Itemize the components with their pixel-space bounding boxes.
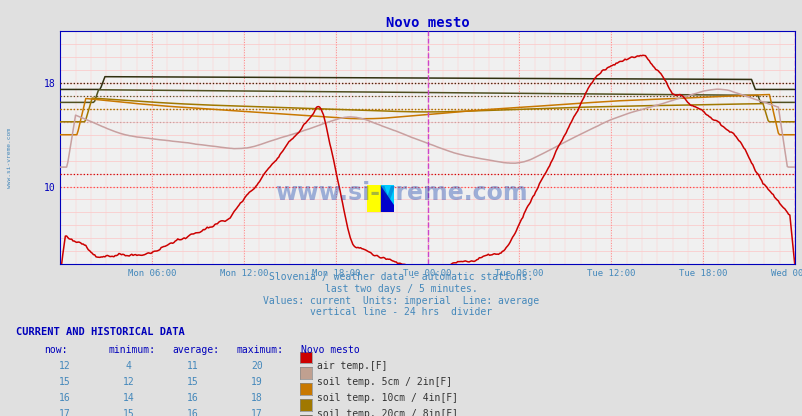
Text: soil temp. 10cm / 4in[F]: soil temp. 10cm / 4in[F] bbox=[317, 393, 458, 403]
Text: average:: average: bbox=[172, 345, 220, 355]
Text: www.si-vreme.com: www.si-vreme.com bbox=[275, 181, 527, 206]
Text: 11: 11 bbox=[187, 361, 198, 371]
Bar bbox=[367, 185, 380, 212]
Text: 16: 16 bbox=[187, 393, 198, 403]
Bar bbox=[380, 185, 394, 212]
Text: Slovenia / weather data - automatic stations.: Slovenia / weather data - automatic stat… bbox=[269, 272, 533, 282]
Text: minimum:: minimum: bbox=[108, 345, 156, 355]
Text: vertical line - 24 hrs  divider: vertical line - 24 hrs divider bbox=[310, 307, 492, 317]
Text: air temp.[F]: air temp.[F] bbox=[317, 361, 387, 371]
Text: 4: 4 bbox=[125, 361, 132, 371]
Text: Novo mesto: Novo mesto bbox=[301, 345, 359, 355]
Text: last two days / 5 minutes.: last two days / 5 minutes. bbox=[325, 284, 477, 294]
Text: 14: 14 bbox=[123, 393, 134, 403]
Text: www.si-vreme.com: www.si-vreme.com bbox=[7, 128, 12, 188]
Text: 15: 15 bbox=[187, 377, 198, 387]
Text: 15: 15 bbox=[59, 377, 70, 387]
Polygon shape bbox=[380, 185, 394, 204]
Text: maximum:: maximum: bbox=[237, 345, 284, 355]
Text: CURRENT AND HISTORICAL DATA: CURRENT AND HISTORICAL DATA bbox=[16, 327, 184, 337]
Text: soil temp. 5cm / 2in[F]: soil temp. 5cm / 2in[F] bbox=[317, 377, 452, 387]
Title: Novo mesto: Novo mesto bbox=[385, 16, 469, 30]
Text: 16: 16 bbox=[59, 393, 70, 403]
Text: 20: 20 bbox=[251, 361, 262, 371]
Text: 18: 18 bbox=[251, 393, 262, 403]
Text: 19: 19 bbox=[251, 377, 262, 387]
Text: 17: 17 bbox=[251, 409, 262, 416]
Text: 16: 16 bbox=[187, 409, 198, 416]
Text: soil temp. 20cm / 8in[F]: soil temp. 20cm / 8in[F] bbox=[317, 409, 458, 416]
Text: Values: current  Units: imperial  Line: average: Values: current Units: imperial Line: av… bbox=[263, 296, 539, 306]
Text: 17: 17 bbox=[59, 409, 70, 416]
Text: 15: 15 bbox=[123, 409, 134, 416]
Text: 12: 12 bbox=[59, 361, 70, 371]
Text: now:: now: bbox=[44, 345, 67, 355]
Text: 12: 12 bbox=[123, 377, 134, 387]
